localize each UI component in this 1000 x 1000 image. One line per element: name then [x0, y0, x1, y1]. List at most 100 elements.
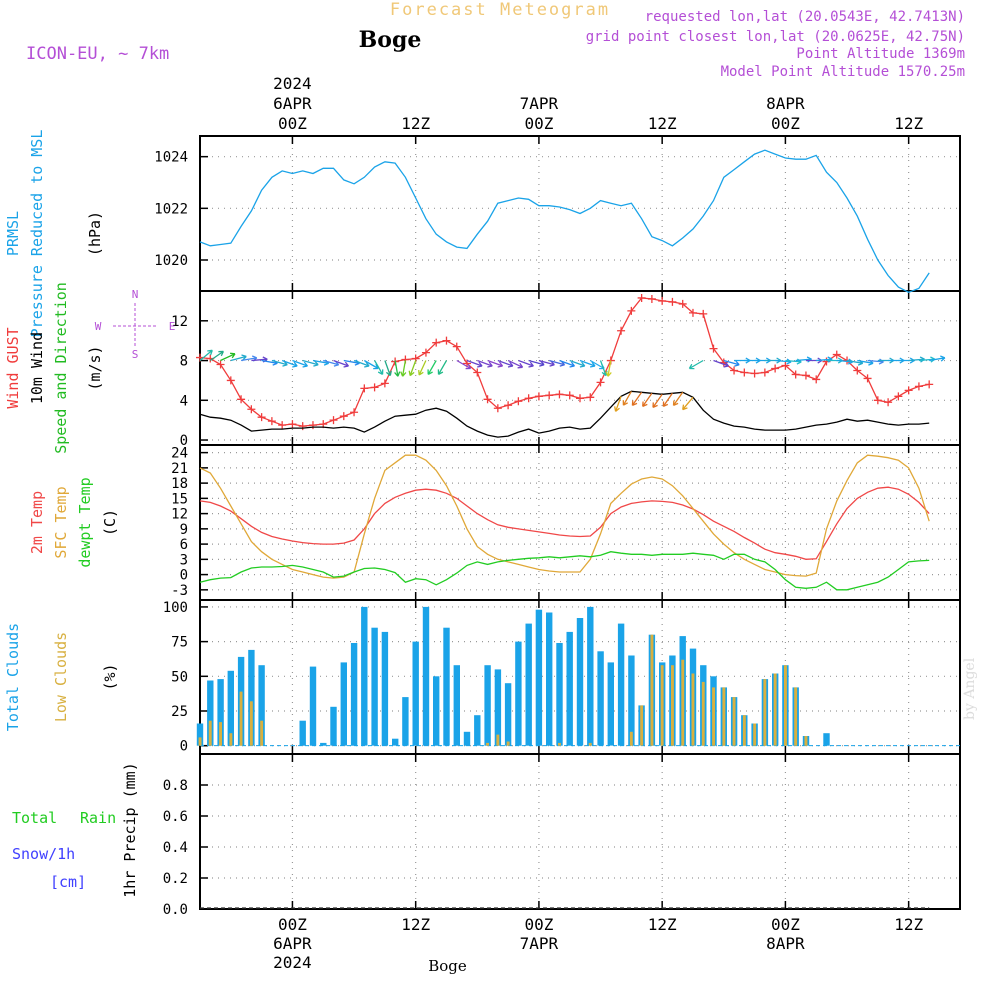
low-clouds-bar — [681, 659, 685, 746]
total-clouds-bar — [412, 641, 419, 746]
total-clouds-bar — [504, 683, 512, 746]
y-tick-label-precip: 0.0 — [163, 902, 188, 918]
gust-marker — [545, 391, 554, 400]
total-clouds-bar — [628, 655, 635, 746]
total-clouds-bar — [525, 623, 532, 746]
low-clouds-bar — [260, 720, 264, 746]
panel-label-temperature: SFC Temp — [52, 486, 70, 558]
gust-marker — [771, 364, 780, 373]
gust-marker — [216, 360, 225, 369]
wind-direction-arrow — [642, 392, 653, 407]
wind-direction-arrow — [507, 359, 524, 369]
total-clouds-bar — [576, 618, 584, 746]
panel-label-temperature: (C) — [101, 509, 119, 536]
y-tick-label-pressure: 1020 — [154, 253, 188, 269]
y-tick-label-temperature: 24 — [171, 446, 188, 462]
total-clouds-bar — [330, 706, 337, 746]
station-name: Boge — [358, 27, 422, 53]
y-tick-label-clouds: 50 — [171, 669, 188, 685]
compass-north: N — [132, 288, 139, 301]
bottom-time-label: 00Z — [524, 915, 553, 934]
gust-marker — [565, 391, 574, 400]
wind-direction-arrow — [631, 391, 643, 406]
total-clouds-bar — [474, 715, 481, 746]
total-clouds-bar — [515, 641, 522, 746]
total-clouds-bar — [556, 643, 563, 746]
wind-direction-arrow — [688, 359, 704, 370]
bottom-time-label: 00Z — [771, 915, 800, 934]
total-clouds-bar — [248, 649, 255, 746]
gust-marker — [370, 383, 379, 392]
gust-marker — [914, 382, 923, 391]
bottom-time-label: 7APR — [520, 934, 559, 953]
low-clouds-bar — [650, 634, 654, 746]
gust-marker — [832, 350, 841, 359]
gust-marker — [853, 366, 862, 375]
low-clouds-bar — [671, 665, 674, 746]
low-clouds-bar — [691, 673, 695, 746]
top-time-label: 6APR — [273, 94, 312, 113]
gust-marker — [668, 297, 677, 306]
wind-direction-arrow — [363, 359, 379, 370]
total-clouds-bar — [597, 651, 604, 746]
total-clouds-bar — [443, 627, 450, 746]
y-tick-label-pressure: 1022 — [154, 201, 188, 217]
panel-label-clouds: Low Clouds — [52, 632, 70, 722]
model-altitude: Model Point Altitude 1570.25m — [720, 64, 965, 80]
gust-marker — [576, 394, 584, 403]
total-clouds-bar — [381, 631, 389, 746]
gust-marker — [267, 417, 276, 426]
panel-frame-wind — [199, 290, 961, 446]
gust-marker — [524, 394, 533, 403]
wind-direction-arrow — [622, 390, 632, 406]
wind-direction-arrow — [427, 360, 437, 375]
gust-marker — [730, 366, 739, 375]
model-name: ICON-EU, ~ 7km — [26, 44, 170, 64]
gust-marker — [812, 375, 821, 384]
bottom-time-label: 12Z — [894, 915, 923, 934]
bottom-time-label: 12Z — [401, 915, 430, 934]
wind-direction-arrow — [400, 360, 407, 377]
top-time-label: 2024 — [273, 74, 312, 93]
gust-marker — [699, 309, 708, 318]
gust-marker — [421, 348, 430, 357]
series-10m-wind — [199, 390, 930, 438]
low-clouds-bar — [701, 681, 705, 746]
wind-direction-arrow — [775, 358, 792, 365]
wind-direction-arrow — [384, 360, 392, 377]
total-clouds-bar — [340, 662, 347, 746]
gust-marker — [781, 361, 790, 370]
total-clouds-bar — [607, 662, 614, 746]
y-tick-label-temperature: 0 — [180, 568, 188, 584]
gust-marker — [637, 293, 646, 302]
bottom-time-label: 6APR — [273, 934, 312, 953]
y-tick-label-clouds: 100 — [163, 600, 188, 616]
gust-marker — [308, 421, 317, 430]
y-tick-label-temperature: 15 — [171, 491, 188, 507]
gust-marker — [873, 396, 882, 405]
bottom-time-label: 8APR — [766, 934, 805, 953]
wind-direction-arrow — [614, 396, 622, 412]
gust-marker — [678, 299, 687, 308]
gust-marker — [514, 397, 523, 406]
wind-direction-arrow — [579, 359, 596, 368]
y-tick-label-wind: 0 — [180, 433, 188, 449]
wind-direction-arrow — [487, 359, 504, 368]
top-time-label: 00Z — [524, 114, 553, 133]
wind-direction-arrow — [199, 349, 213, 362]
panel-label-pressure: (hPa) — [86, 211, 104, 256]
point-altitude: Point Altitude 1369m — [796, 46, 965, 62]
total-clouds-bar — [207, 680, 214, 746]
gust-marker — [504, 401, 513, 410]
low-clouds-bar — [753, 723, 757, 746]
y-tick-label-pressure: 1024 — [154, 150, 188, 166]
y-tick-label-temperature: 12 — [171, 507, 188, 523]
low-clouds-bar — [784, 665, 787, 746]
top-time-label: 7APR — [520, 94, 559, 113]
total-clouds-bar — [402, 697, 409, 746]
compass-south: S — [132, 348, 139, 361]
top-time-label: 12Z — [401, 114, 430, 133]
panel-label-wind: 10m Wind — [28, 332, 46, 404]
total-clouds-bar — [823, 733, 830, 746]
